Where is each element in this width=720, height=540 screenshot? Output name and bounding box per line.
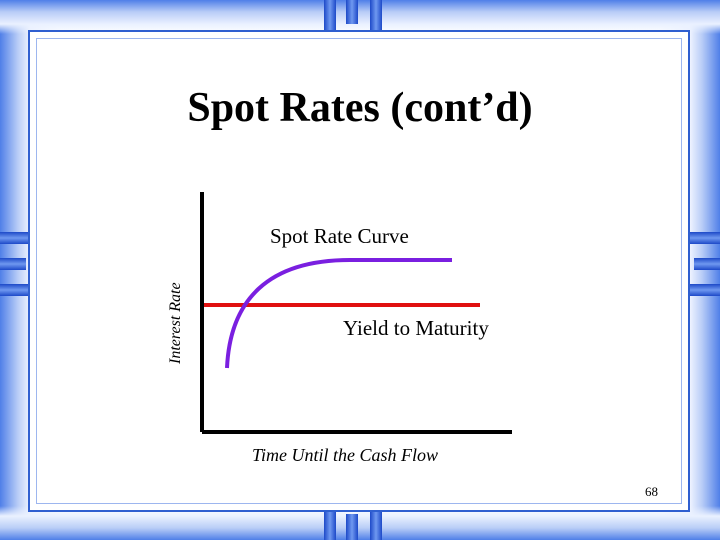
curve-label: Spot Rate Curve — [270, 224, 409, 248]
x-axis-label: Time Until the Cash Flow — [252, 445, 438, 465]
right-tab-top — [680, 232, 720, 244]
slide-title: Spot Rates (cont’d) — [187, 85, 533, 131]
bottom-tab-middle — [346, 514, 358, 540]
slide-top-border — [0, 0, 720, 34]
slide-panel-inner-border — [36, 38, 682, 504]
left-tab-middle — [0, 258, 26, 270]
top-tab-middle — [346, 0, 358, 24]
right-tab-bottom — [680, 284, 720, 296]
y-axis-label: Interest Rate — [167, 282, 184, 365]
right-tab-middle — [694, 258, 720, 270]
page-number: 68 — [645, 484, 658, 499]
line-label: Yield to Maturity — [343, 316, 489, 340]
spot-rate-curve — [225, 258, 452, 369]
